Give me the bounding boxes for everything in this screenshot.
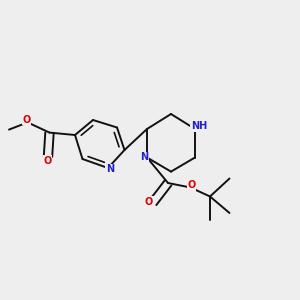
Text: N: N <box>140 152 148 163</box>
Text: O: O <box>44 155 52 166</box>
Text: O: O <box>145 197 153 207</box>
Text: NH: NH <box>191 121 207 131</box>
Text: N: N <box>106 164 114 174</box>
Text: O: O <box>188 180 196 190</box>
Text: O: O <box>22 115 31 125</box>
